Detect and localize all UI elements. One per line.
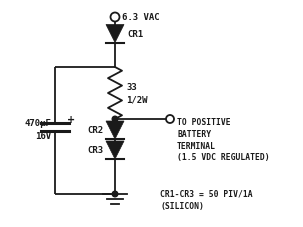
Text: CR2: CR2 bbox=[87, 126, 103, 135]
Text: 470μF
16V: 470μF 16V bbox=[24, 119, 51, 140]
Circle shape bbox=[112, 191, 118, 197]
Text: CR1: CR1 bbox=[127, 30, 143, 39]
Polygon shape bbox=[106, 141, 124, 159]
Text: 33
1/2W: 33 1/2W bbox=[126, 83, 148, 104]
Polygon shape bbox=[106, 25, 124, 43]
Polygon shape bbox=[106, 121, 124, 139]
Text: 6.3 VAC: 6.3 VAC bbox=[122, 13, 160, 22]
Text: CR1-CR3 = 50 PIV/1A
(SILICON): CR1-CR3 = 50 PIV/1A (SILICON) bbox=[160, 189, 253, 211]
Text: +: + bbox=[67, 114, 75, 124]
Text: TO POSITIVE
BATTERY
TERMINAL
(1.5 VDC REGULATED): TO POSITIVE BATTERY TERMINAL (1.5 VDC RE… bbox=[177, 118, 270, 162]
Text: CR3: CR3 bbox=[87, 146, 103, 155]
Circle shape bbox=[112, 117, 118, 122]
